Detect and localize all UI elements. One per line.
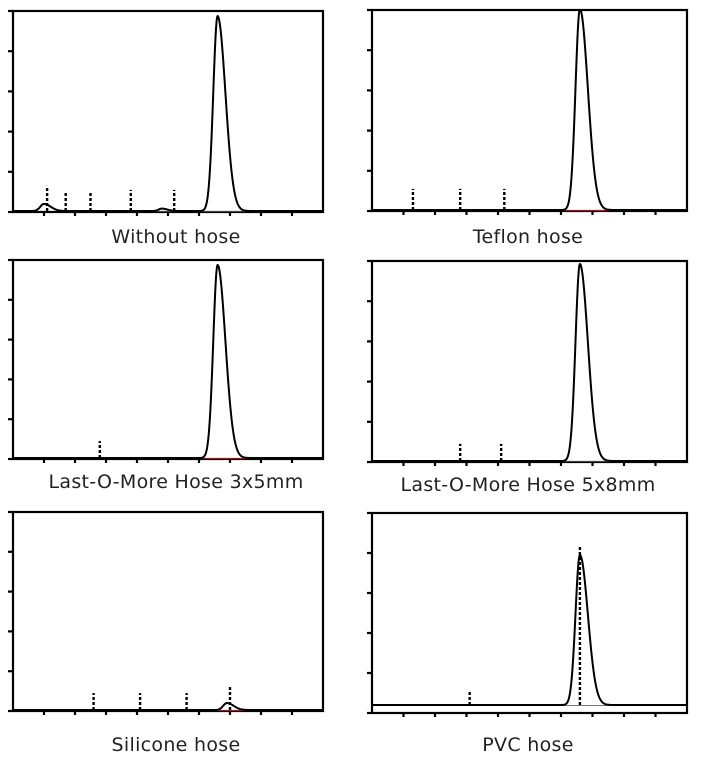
chromatogram-trace [12,702,324,711]
chart-svg [8,510,325,715]
chart-svg [8,9,325,216]
chart-caption: Silicone hose [111,734,241,756]
chromatogram-trace [371,554,688,706]
plot-frame [11,9,325,214]
chromatogram-trace [12,15,324,212]
chart-caption: Last-O-More Hose 3x5mm [48,471,304,493]
chart-caption: Without hose [111,226,241,248]
chromatogram-trace [371,9,688,211]
chart-caption: PVC hose [482,734,574,756]
chart-svg [8,258,325,463]
plot-frame [11,510,325,713]
chart-svg [367,511,689,717]
chart-panel-last-o-more-5x8: Last-O-More Hose 5x8mm [352,252,704,504]
plot-frame [370,511,689,715]
chart-panel-silicone-hose: Silicone hose [0,504,352,757]
plot-frame [11,258,325,461]
chromatogram-trace [371,263,688,462]
chart-panel-teflon-hose: Teflon hose [352,0,704,252]
chart-caption: Last-O-More Hose 5x8mm [400,474,656,496]
plot-frame [370,259,689,464]
chart-panel-without-hose: Without hose [0,0,352,252]
plot-frame [370,8,689,213]
chart-panel-pvc-hose: PVC hose [352,504,704,757]
chromatogram-trace [12,263,324,459]
chart-svg [367,259,689,466]
chart-panel-last-o-more-3x5: Last-O-More Hose 3x5mm [0,252,352,504]
chart-svg [367,8,689,215]
chart-caption: Teflon hose [472,226,584,248]
